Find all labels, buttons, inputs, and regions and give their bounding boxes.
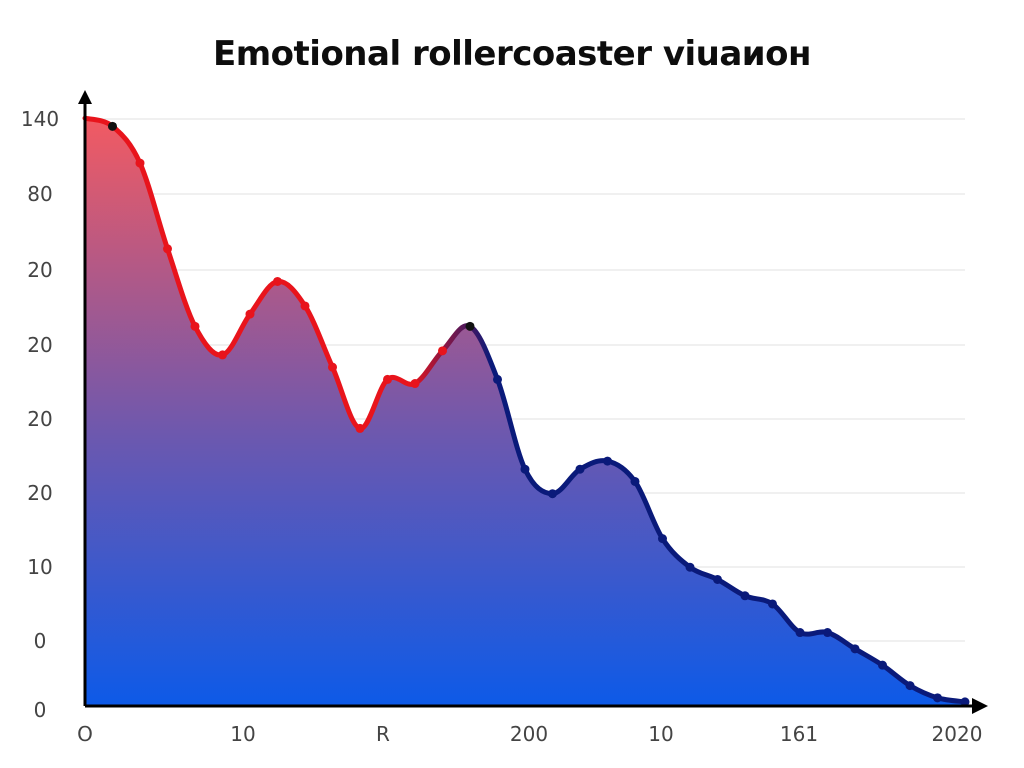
data-point (823, 628, 832, 638)
data-point (135, 158, 145, 168)
data-point (190, 321, 200, 331)
data-point (300, 301, 310, 311)
area-shape (85, 118, 965, 706)
data-point (163, 244, 172, 254)
data-point (273, 276, 282, 286)
y-axis-arrow (78, 90, 92, 104)
x-axis-arrow (972, 698, 988, 714)
data-point (795, 628, 805, 638)
y-tick-label: 20 (27, 333, 52, 357)
y-tick-label: 10 (27, 555, 52, 579)
x-tick-label: 10 (230, 722, 255, 746)
x-tick-label: 10 (648, 722, 673, 746)
data-point (603, 456, 612, 466)
data-point (768, 599, 777, 609)
x-tick-label: R (376, 722, 390, 746)
y-tick-label: 80 (27, 182, 52, 206)
data-point (493, 374, 502, 384)
data-point (850, 644, 860, 654)
area-fill (85, 118, 965, 706)
data-point (658, 534, 667, 544)
x-tick-label: 2020 (932, 722, 983, 746)
data-point (108, 121, 117, 131)
data-point (245, 309, 255, 319)
data-point (630, 476, 640, 486)
data-points (108, 121, 970, 707)
y-tick-label: 0 (34, 698, 47, 722)
data-point (383, 374, 392, 384)
data-point (520, 464, 530, 474)
data-point (933, 693, 942, 703)
data-point (410, 379, 420, 389)
data-point (905, 681, 915, 691)
x-axis-ticks: O 10 R 200 10 161 2020 (77, 722, 982, 746)
x-tick-label: 161 (780, 722, 818, 746)
y-tick-label: 140 (21, 107, 59, 131)
y-tick-label: 20 (27, 481, 52, 505)
data-point (685, 562, 695, 572)
axes (78, 90, 988, 714)
data-point (740, 591, 750, 601)
data-point (465, 321, 475, 331)
data-point (713, 574, 722, 584)
data-point (328, 362, 337, 372)
y-axis-ticks: 140 80 20 20 20 20 10 0 0 (21, 107, 59, 722)
data-point (960, 697, 970, 707)
y-tick-label: 20 (27, 258, 52, 282)
data-point (878, 660, 887, 670)
x-tick-label: 200 (510, 722, 548, 746)
data-point (548, 489, 557, 499)
data-point (218, 350, 227, 360)
data-point (438, 346, 447, 356)
data-point (355, 423, 365, 433)
chart-title: Emotional rollercoaster viuaион (213, 34, 811, 74)
x-tick-label: O (77, 722, 93, 746)
y-tick-label: 20 (27, 407, 52, 431)
y-tick-label: 0 (34, 629, 47, 653)
data-point (575, 464, 585, 474)
